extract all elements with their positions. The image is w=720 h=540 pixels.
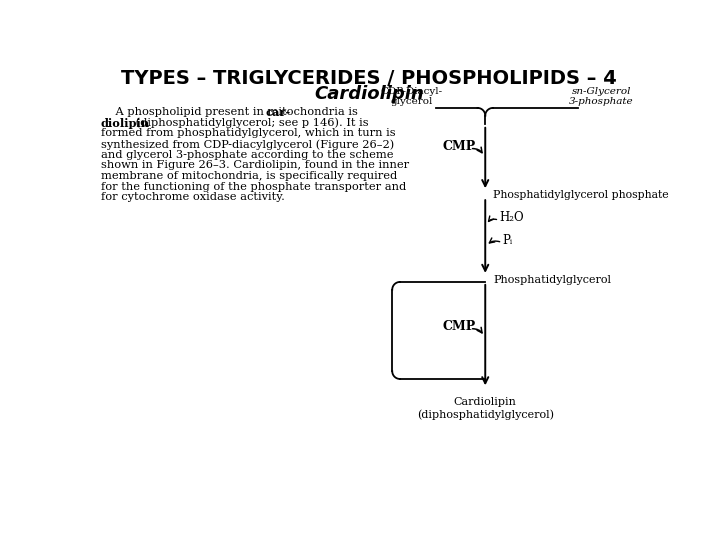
Text: (diphosphatidylglycerol; see p 146). It is: (diphosphatidylglycerol; see p 146). It … (132, 118, 369, 129)
Text: Phosphatidylglycerol phosphate: Phosphatidylglycerol phosphate (493, 190, 669, 200)
Text: shown in Figure 26–3. Cardiolipin, found in the inner: shown in Figure 26–3. Cardiolipin, found… (101, 160, 409, 170)
Text: for the functioning of the phosphate transporter and: for the functioning of the phosphate tra… (101, 181, 406, 192)
Text: Cardiolipin: Cardiolipin (314, 85, 424, 103)
Text: TYPES – TRIGLYCERIDES / PHOSPHOLIPIDS – 4: TYPES – TRIGLYCERIDES / PHOSPHOLIPIDS – … (121, 70, 617, 89)
Text: formed from phosphatidylglycerol, which in turn is: formed from phosphatidylglycerol, which … (101, 129, 395, 138)
Text: diolipin: diolipin (101, 118, 150, 129)
Text: CMP: CMP (443, 139, 476, 153)
Text: CDP-Diacyl-
glycerol: CDP-Diacyl- glycerol (381, 87, 443, 106)
Text: Pᵢ: Pᵢ (503, 234, 513, 247)
Text: membrane of mitochondria, is specifically required: membrane of mitochondria, is specificall… (101, 171, 397, 181)
Text: and glycerol 3-phosphate according to the scheme: and glycerol 3-phosphate according to th… (101, 150, 393, 160)
Text: A phospholipid present in mitochondria is: A phospholipid present in mitochondria i… (101, 107, 361, 117)
Text: CMP: CMP (443, 320, 476, 333)
Text: A phospholipid present in mitochondria is car-: A phospholipid present in mitochondria i… (101, 107, 384, 117)
Text: car-: car- (266, 107, 291, 118)
Text: Cardiolipin
(diphosphatidylglycerol): Cardiolipin (diphosphatidylglycerol) (417, 397, 554, 420)
Text: Phosphatidylglycerol: Phosphatidylglycerol (493, 275, 611, 285)
Text: H₂O: H₂O (499, 211, 524, 224)
Text: synthesized from CDP-diacylglycerol (Figure 26–2): synthesized from CDP-diacylglycerol (Fig… (101, 139, 394, 150)
Text: for cytochrome oxidase activity.: for cytochrome oxidase activity. (101, 192, 284, 202)
Text: sn-Glycerol
3-phosphate: sn-Glycerol 3-phosphate (570, 87, 634, 106)
